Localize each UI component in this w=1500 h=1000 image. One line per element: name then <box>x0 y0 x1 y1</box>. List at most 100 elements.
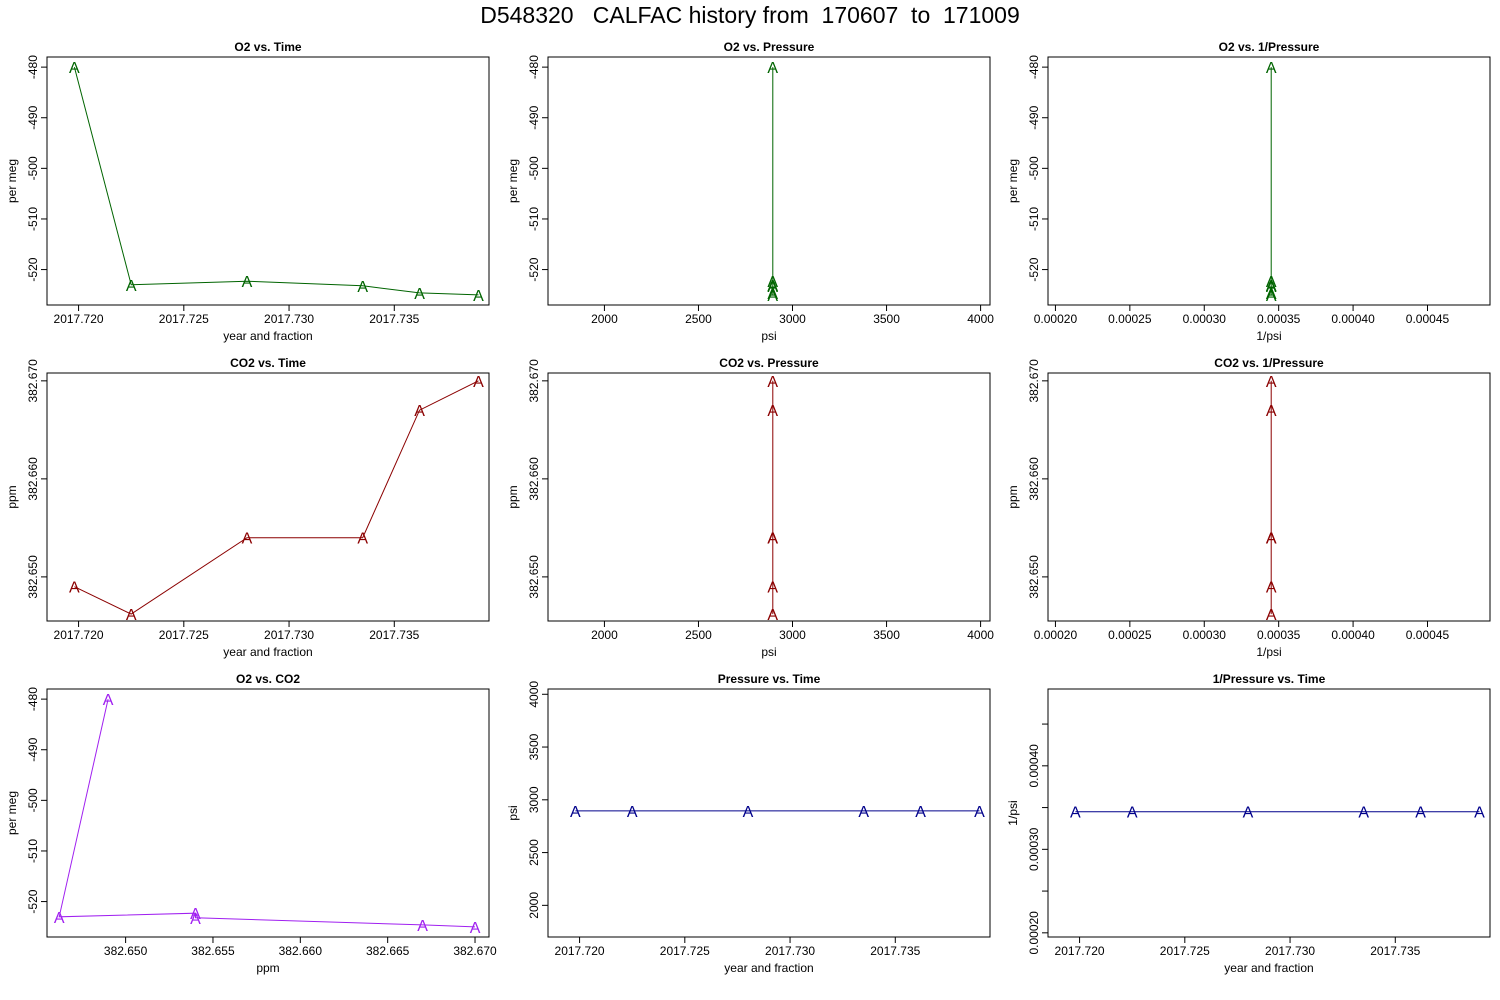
y-axis-label: 1/psi <box>1006 800 1020 825</box>
data-point: A <box>915 804 926 821</box>
data-point: A <box>570 804 581 821</box>
data-point: A <box>1266 274 1277 291</box>
panel-title: O2 vs. CO2 <box>236 672 300 686</box>
y-tick-label: 382.660 <box>527 457 541 501</box>
data-point: A <box>242 531 253 548</box>
series-line <box>58 698 476 928</box>
panel-title: Pressure vs. Time <box>718 672 821 686</box>
plot-frame <box>1047 56 1491 306</box>
x-tick-label: 2017.735 <box>369 628 419 642</box>
x-tick-label: 2000 <box>591 312 618 326</box>
y-tick-label: 382.670 <box>26 359 40 403</box>
y-tick-label: -490 <box>26 737 40 761</box>
data-point: A <box>767 403 778 420</box>
x-tick-label: 382.650 <box>104 944 148 958</box>
y-tick-label: -500 <box>26 156 40 180</box>
data-point: A <box>743 804 754 821</box>
data-point: A <box>858 804 869 821</box>
x-tick-label: 0.00030 <box>1183 628 1227 642</box>
data-point: A <box>767 607 778 624</box>
y-axis-label: per meg <box>1006 159 1020 203</box>
panel-title: O2 vs. 1/Pressure <box>1219 40 1320 54</box>
y-tick-label: -520 <box>26 257 40 281</box>
x-tick-label: 382.655 <box>191 944 235 958</box>
plot-frame <box>1047 688 1491 938</box>
data-point: A <box>54 910 65 927</box>
data-point: A <box>357 279 368 296</box>
y-tick-label: -490 <box>1027 105 1041 129</box>
plot-frame <box>46 688 490 938</box>
data-point: A <box>627 804 638 821</box>
data-point: A <box>1266 374 1277 391</box>
data-point: A <box>1127 805 1138 822</box>
data-point: A <box>1266 60 1277 77</box>
data-point: A <box>1266 531 1277 548</box>
y-tick-label: 2000 <box>527 892 541 919</box>
x-tick-label: 2017.725 <box>1160 944 1210 958</box>
data-point: A <box>473 288 484 305</box>
x-tick-label: 0.00020 <box>1034 628 1078 642</box>
plot-frame <box>547 56 991 306</box>
data-point: A <box>767 531 778 548</box>
data-point: A <box>767 279 778 296</box>
x-tick-label: 0.00035 <box>1257 628 1301 642</box>
y-tick-label: -520 <box>1027 257 1041 281</box>
x-tick-label: 3000 <box>779 628 806 642</box>
y-tick-label: 2500 <box>527 839 541 866</box>
x-tick-label: 2017.735 <box>870 944 920 958</box>
x-tick-label: 0.00025 <box>1108 312 1152 326</box>
y-tick-label: -510 <box>1027 207 1041 231</box>
y-tick-label: -500 <box>1027 156 1041 180</box>
x-tick-label: 382.665 <box>366 944 410 958</box>
y-tick-label: 382.670 <box>1027 359 1041 403</box>
data-point: A <box>767 60 778 77</box>
x-tick-label: 2017.730 <box>1265 944 1315 958</box>
x-axis-label: year and fraction <box>223 329 312 343</box>
data-point: A <box>767 531 778 548</box>
x-axis-label: year and fraction <box>223 645 312 659</box>
y-axis-label: ppm <box>506 485 520 508</box>
series-line <box>74 380 479 615</box>
panel-title: 1/Pressure vs. Time <box>1213 672 1326 686</box>
x-tick-label: 2017.730 <box>264 628 314 642</box>
y-axis-label: per meg <box>506 159 520 203</box>
y-tick-label: -480 <box>26 687 40 711</box>
panel-title: O2 vs. Time <box>234 40 301 54</box>
x-tick-label: 0.00025 <box>1108 628 1152 642</box>
y-tick-label: 382.670 <box>527 359 541 403</box>
x-axis-label: 1/psi <box>1256 329 1281 343</box>
x-tick-label: 2017.720 <box>1055 944 1105 958</box>
data-point: A <box>414 286 425 303</box>
data-point: A <box>1266 580 1277 597</box>
data-point: A <box>103 692 114 709</box>
x-tick-label: 4000 <box>967 628 994 642</box>
data-point: A <box>417 918 428 935</box>
panel-title: CO2 vs. Pressure <box>719 356 819 370</box>
x-tick-label: 4000 <box>967 312 994 326</box>
plot-frame <box>1047 372 1491 622</box>
x-axis-label: psi <box>761 645 776 659</box>
y-tick-label: -510 <box>26 207 40 231</box>
data-point: A <box>190 911 201 928</box>
plot-frame <box>547 688 991 938</box>
y-tick-label: 4000 <box>527 681 541 708</box>
y-axis-label: per meg <box>5 159 19 203</box>
x-tick-label: 2017.725 <box>159 312 209 326</box>
x-tick-label: 3500 <box>873 312 900 326</box>
x-tick-label: 382.660 <box>279 944 323 958</box>
y-tick-label: -520 <box>527 257 541 281</box>
x-axis-label: psi <box>761 329 776 343</box>
y-tick-label: 3500 <box>527 733 541 760</box>
y-tick-label: 382.650 <box>527 555 541 599</box>
y-tick-label: -500 <box>527 156 541 180</box>
y-axis-label: ppm <box>5 485 19 508</box>
y-tick-label: 0.00040 <box>1027 744 1041 788</box>
y-tick-label: 382.650 <box>1027 555 1041 599</box>
x-tick-label: 2017.720 <box>54 312 104 326</box>
x-tick-label: 2000 <box>591 628 618 642</box>
data-point: A <box>1474 805 1485 822</box>
y-tick-label: -500 <box>26 788 40 812</box>
panel-title: CO2 vs. Time <box>230 356 306 370</box>
data-point: A <box>126 278 137 295</box>
